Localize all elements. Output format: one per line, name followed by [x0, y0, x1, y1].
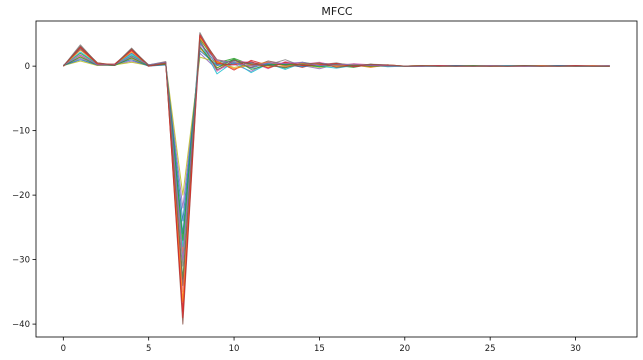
series-line-16 — [62, 39, 610, 286]
series-line-12 — [62, 37, 610, 303]
y-tick-label: 0 — [25, 62, 30, 72]
x-tick-label: 30 — [570, 344, 581, 354]
x-tick-label: 25 — [485, 344, 496, 354]
series-line-7 — [63, 45, 610, 293]
x-tick-label: 15 — [314, 344, 325, 354]
plot-frame — [35, 20, 638, 338]
y-tick-label: −10 — [12, 127, 30, 137]
y-tick-label: −20 — [12, 191, 30, 201]
series-line-1 — [62, 42, 610, 235]
x-tick-label: 5 — [146, 344, 151, 354]
series-line-4 — [62, 33, 610, 312]
series-line-5 — [63, 52, 610, 209]
series-line-2 — [63, 47, 610, 254]
series-line-10 — [63, 41, 610, 248]
x-tick-label: 20 — [399, 344, 410, 354]
series-line-6 — [62, 35, 610, 325]
y-tick-label: −30 — [12, 256, 30, 266]
series-line-3 — [63, 38, 610, 280]
series-line-14 — [62, 34, 610, 319]
series-line-9 — [63, 56, 610, 196]
chart-title: MFCC — [321, 5, 352, 18]
y-tick-label: −40 — [12, 320, 30, 330]
series-layer — [62, 32, 610, 325]
axis-layer: 0 5 10 15 20 25 30 0 −10 −20 −30 −40 — [12, 62, 581, 354]
x-tick-label: 10 — [229, 344, 240, 354]
series-line-15 — [63, 43, 610, 261]
x-tick-label: 0 — [61, 344, 66, 354]
series-line-13 — [63, 46, 610, 241]
series-line-11 — [63, 50, 610, 222]
